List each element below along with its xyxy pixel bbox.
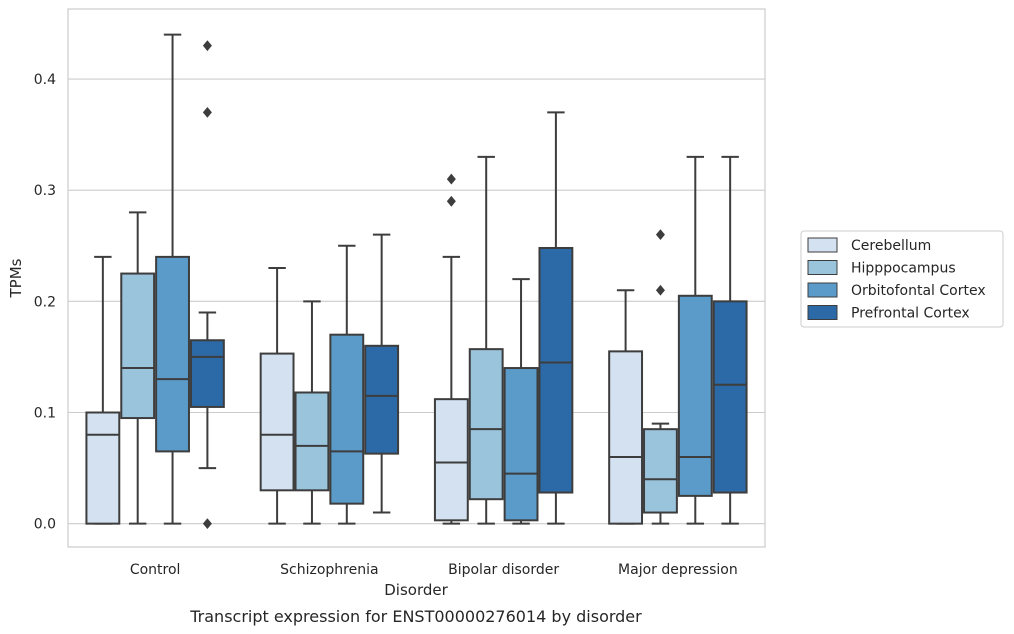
outlier-point [446,173,456,185]
box-iqr [712,300,748,494]
box-3-2 [677,155,713,525]
box-3-1 [643,229,678,525]
y-tick-label: 0.3 [34,183,56,199]
box-iqr [364,344,400,455]
outlier-point [446,195,456,207]
legend-label: Cerebellum [851,238,931,254]
box-2-3 [538,111,574,525]
box-1-2 [329,244,365,525]
box-0-0 [85,255,121,525]
legend-swatch [807,237,838,253]
legend-label: Orbitofontal Cortex [851,283,986,299]
legend-label: Hipppocampus [851,261,956,277]
chart-caption: Transcript expression for ENST0000027601… [189,607,642,626]
y-tick-labels: 0.0 0.1 0.2 0.3 0.4 [34,72,56,533]
box-0-3 [189,40,225,530]
box-iqr [85,411,121,525]
box-0-2 [155,33,190,525]
box-iqr [433,398,469,522]
legend-swatch [807,305,838,320]
y-tick-label: 0.2 [34,294,56,310]
legend-label: Prefrontal Cortex [851,306,970,322]
box-iqr [155,255,190,453]
box-iqr [189,339,225,408]
y-tick-label: 0.1 [34,406,56,422]
box-iqr [329,333,365,505]
outlier-point [202,106,212,118]
box-iqr [608,350,644,525]
box-iqr [259,352,295,492]
legend: Cerebellum Hipppocampus Orbitofontal Corte… [800,230,1004,328]
box-1-0 [259,266,295,525]
y-tick-label: 0.0 [34,517,56,533]
x-tick-label: Major depression [618,562,738,578]
box-iqr [643,428,678,514]
outlier-point [202,40,212,52]
box-iqr [468,348,504,501]
box-iqr [294,391,330,492]
x-tick-label: Bipolar disorder [448,562,559,578]
box-iqr [503,367,539,522]
legend-frame [800,230,1004,328]
box-2-0 [433,173,469,525]
box-iqr [120,272,156,420]
y-tick-label: 0.4 [34,72,56,88]
box-2-2 [503,278,539,525]
box-3-3 [712,155,748,525]
x-tick-label: Control [130,562,181,578]
legend-swatch [807,282,838,298]
y-axis-label: TPMs [7,258,25,298]
box-layer [85,33,748,530]
x-tick-labels: Control Schizophrenia Bipolar disorder Majo… [130,562,738,578]
box-iqr [538,246,574,494]
box-2-1 [468,155,504,525]
box-0-1 [120,211,156,525]
x-axis-label: Disorder [384,581,448,599]
box-3-0 [608,289,644,525]
outlier-point [655,229,665,241]
x-tick-label: Schizophrenia [280,562,378,578]
outlier-point [202,518,212,530]
legend-swatch [807,260,838,275]
box-1-1 [294,300,330,525]
box-iqr [677,294,713,497]
box-1-3 [364,233,400,514]
outlier-point [655,284,665,296]
